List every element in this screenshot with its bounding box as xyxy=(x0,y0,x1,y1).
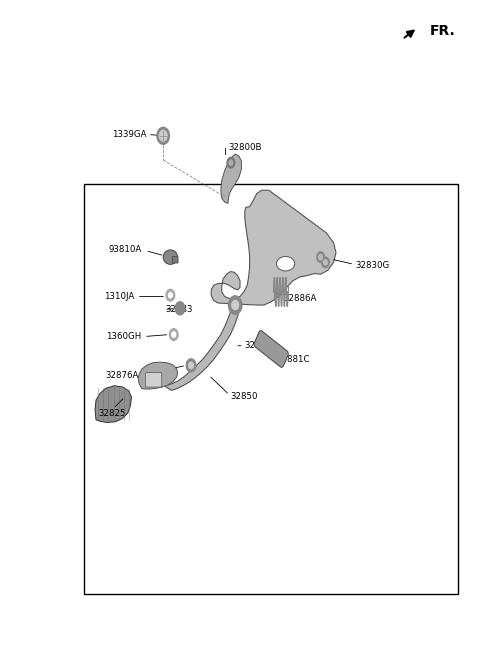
Text: 93810A: 93810A xyxy=(108,245,142,254)
Bar xyxy=(84,184,458,594)
Circle shape xyxy=(232,300,239,310)
Text: 32883: 32883 xyxy=(166,305,193,314)
Ellipse shape xyxy=(276,256,295,271)
Text: 32825: 32825 xyxy=(98,409,126,418)
Circle shape xyxy=(319,255,323,260)
FancyBboxPatch shape xyxy=(254,331,288,367)
Circle shape xyxy=(228,296,242,314)
Text: 32881C: 32881C xyxy=(276,355,310,364)
Text: 32830G: 32830G xyxy=(355,261,389,270)
Circle shape xyxy=(317,252,324,262)
Polygon shape xyxy=(95,386,132,422)
Circle shape xyxy=(322,257,329,268)
Text: 32850: 32850 xyxy=(230,392,258,401)
Polygon shape xyxy=(161,305,240,390)
Text: FR.: FR. xyxy=(430,24,456,39)
Text: 32876A: 32876A xyxy=(106,371,139,380)
Circle shape xyxy=(324,260,327,265)
Circle shape xyxy=(166,289,175,301)
Text: 1360GH: 1360GH xyxy=(107,332,142,341)
Circle shape xyxy=(227,157,235,168)
Polygon shape xyxy=(211,190,336,305)
Text: 32883: 32883 xyxy=(245,341,272,350)
Text: 32800B: 32800B xyxy=(228,143,262,152)
Polygon shape xyxy=(138,362,178,389)
Circle shape xyxy=(159,131,167,141)
Circle shape xyxy=(175,302,185,315)
Circle shape xyxy=(186,359,196,372)
Circle shape xyxy=(169,329,178,340)
FancyBboxPatch shape xyxy=(145,373,162,387)
Circle shape xyxy=(172,332,176,337)
Ellipse shape xyxy=(163,250,178,264)
FancyBboxPatch shape xyxy=(172,256,178,263)
Text: 32886A: 32886A xyxy=(283,294,317,303)
Circle shape xyxy=(229,160,233,165)
Text: 1339GA: 1339GA xyxy=(112,130,146,139)
Circle shape xyxy=(189,362,193,369)
Polygon shape xyxy=(221,154,241,203)
Circle shape xyxy=(157,127,169,144)
Text: 1310JA: 1310JA xyxy=(104,292,134,301)
Circle shape xyxy=(168,293,172,298)
